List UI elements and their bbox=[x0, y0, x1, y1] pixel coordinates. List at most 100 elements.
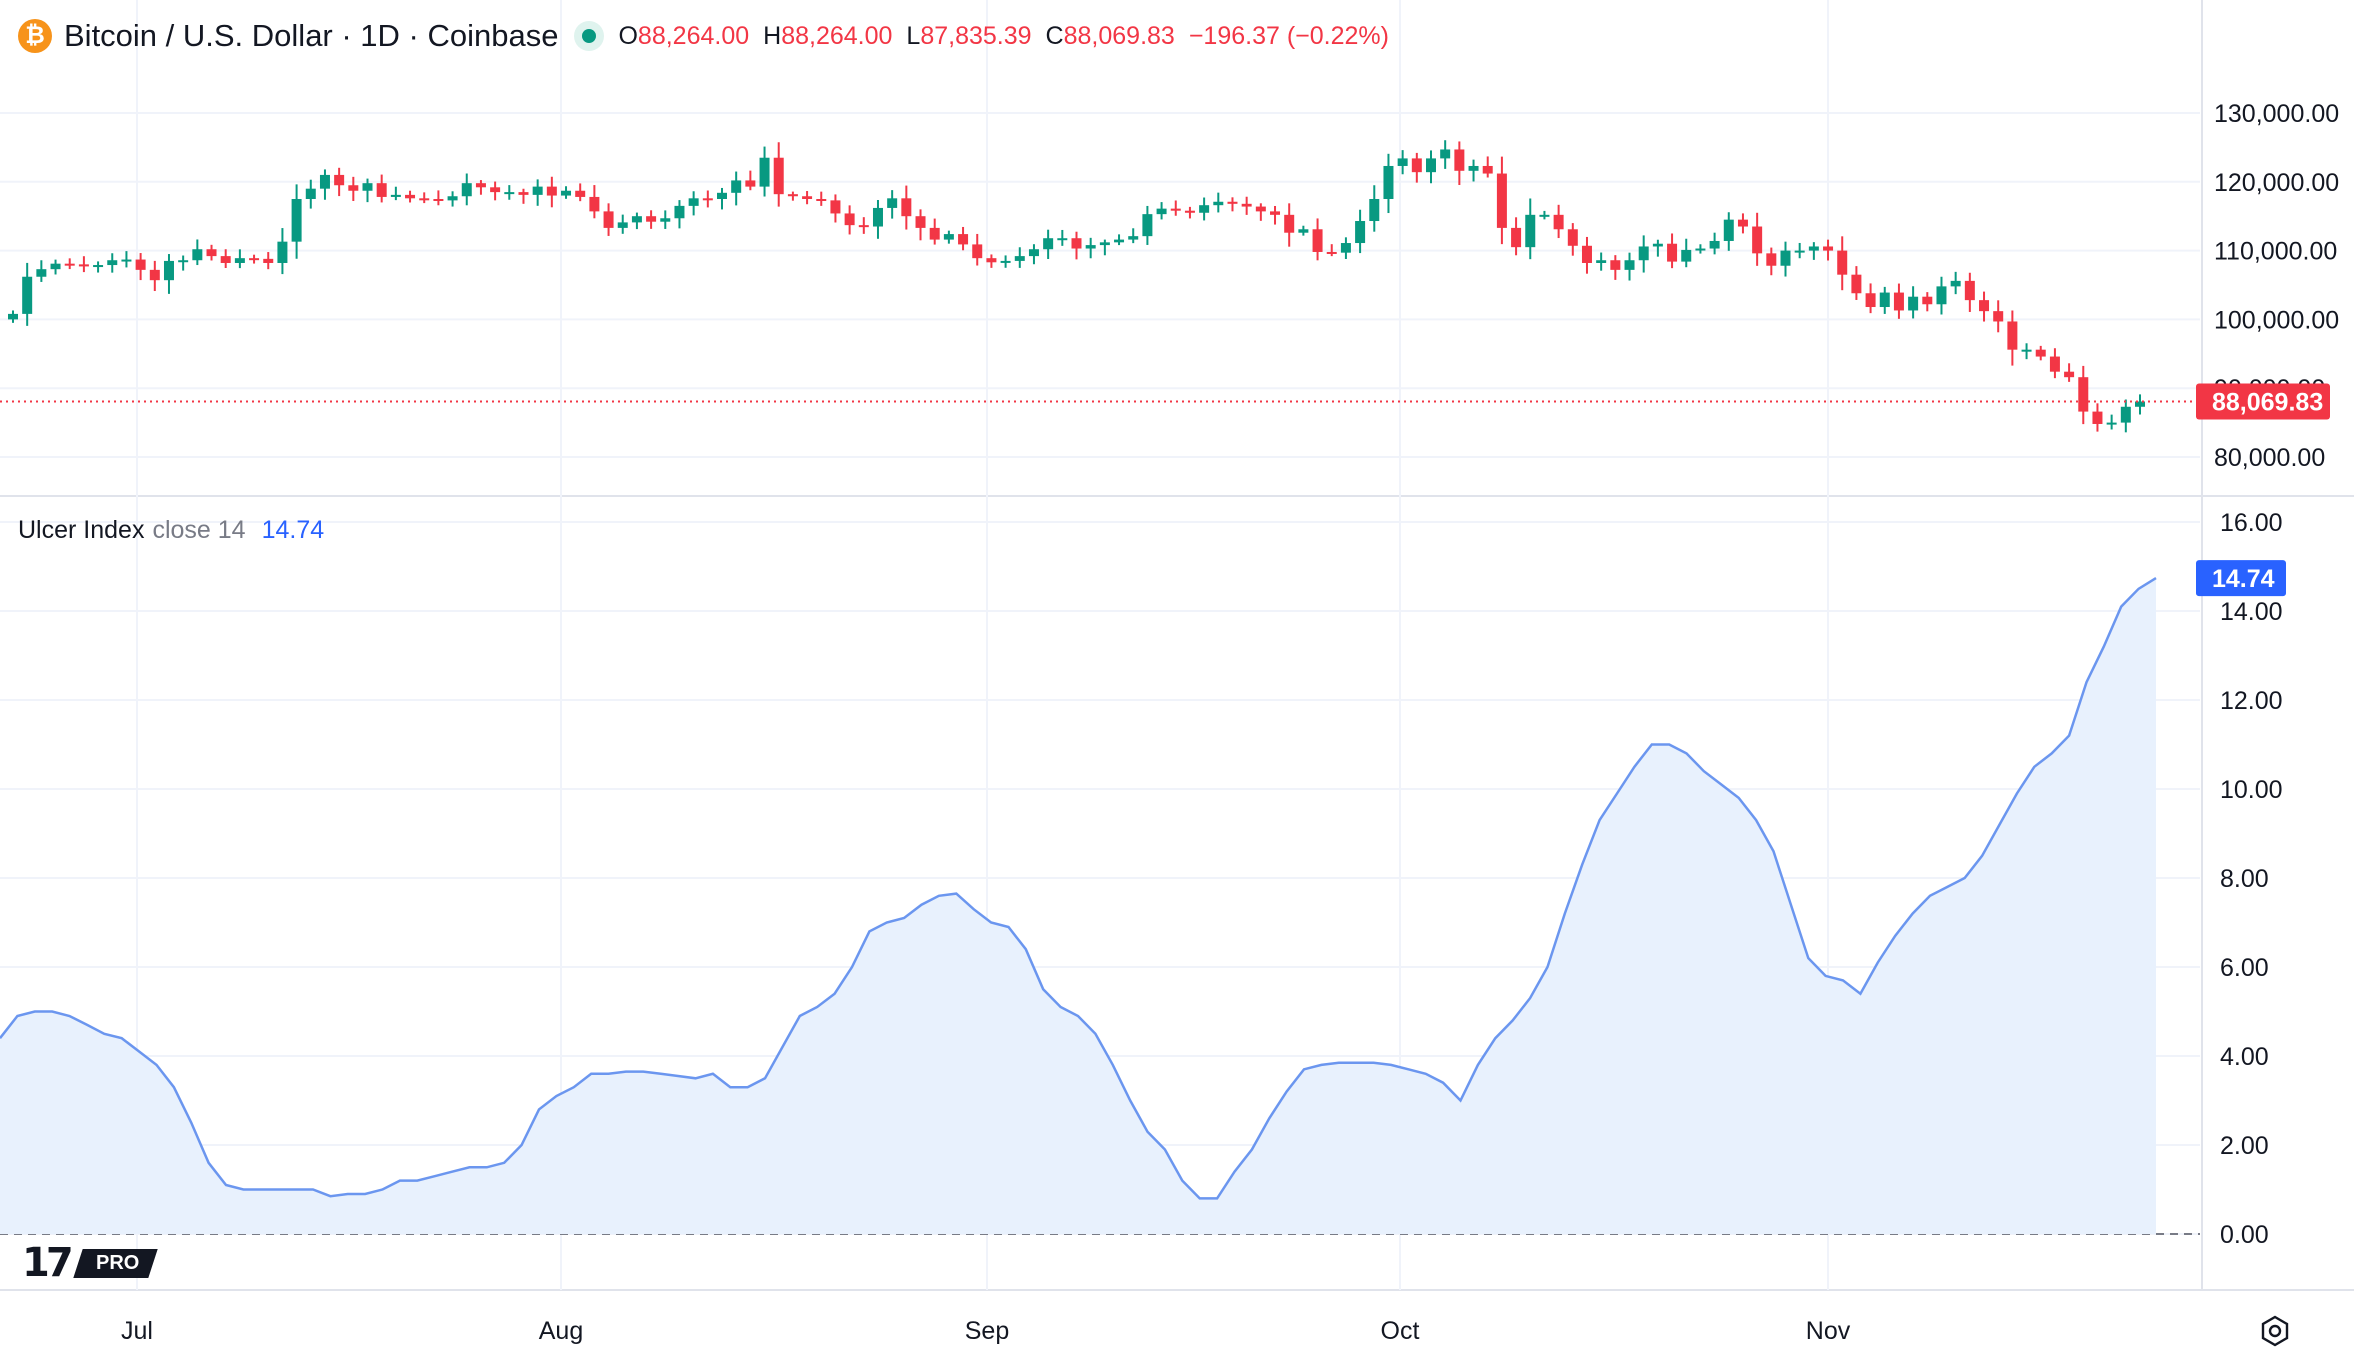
candle-body bbox=[943, 234, 954, 240]
time-axis-tick: Aug bbox=[539, 1317, 583, 1345]
pro-badge: PRO bbox=[72, 1248, 158, 1278]
tradingview-logo[interactable]: 17 PRO bbox=[22, 1240, 158, 1286]
last-price-badge bbox=[2196, 383, 2330, 420]
candle-body bbox=[319, 174, 330, 189]
high-label: H bbox=[763, 21, 782, 50]
candle-body bbox=[1369, 199, 1380, 222]
candle-body bbox=[234, 258, 245, 263]
candle-body bbox=[2007, 321, 2018, 350]
candle-body bbox=[2021, 349, 2032, 352]
candle-body bbox=[646, 216, 657, 222]
candle-body bbox=[1993, 311, 2004, 322]
candle-body bbox=[1397, 158, 1408, 166]
candle-body bbox=[1043, 238, 1054, 250]
symbol-title[interactable]: Bitcoin / U.S. Dollar · 1D · Coinbase bbox=[64, 18, 559, 53]
indicator-name[interactable]: Ulcer Index bbox=[18, 515, 145, 544]
indicator-axis-tick: 6.00 bbox=[2220, 954, 2269, 982]
candle-body bbox=[731, 180, 742, 193]
candle-body bbox=[1482, 165, 1493, 174]
candle-body bbox=[263, 258, 274, 263]
candle-body bbox=[192, 249, 203, 261]
candle-body bbox=[447, 196, 458, 201]
candle-body bbox=[433, 199, 444, 201]
candle-body bbox=[1525, 214, 1536, 248]
candle-body bbox=[8, 313, 18, 320]
candle-body bbox=[929, 227, 940, 240]
candle-body bbox=[773, 157, 784, 195]
indicator-axis-tick: 10.00 bbox=[2220, 776, 2283, 804]
candle-body bbox=[1227, 201, 1238, 204]
market-status-icon[interactable] bbox=[574, 21, 605, 51]
candle-body bbox=[1893, 292, 1904, 311]
candle-body bbox=[1581, 245, 1592, 263]
candle-body bbox=[858, 225, 869, 228]
candle-body bbox=[1539, 214, 1550, 217]
candlestick-series bbox=[8, 140, 2145, 433]
candle-body bbox=[64, 263, 75, 266]
candle-body bbox=[2106, 422, 2117, 425]
candle-body bbox=[1553, 214, 1564, 230]
candle-body bbox=[660, 218, 671, 222]
candle-body bbox=[1355, 221, 1366, 244]
candle-body bbox=[1737, 219, 1748, 227]
candle-body bbox=[1241, 203, 1252, 207]
candle-body bbox=[745, 180, 756, 187]
candle-body bbox=[915, 216, 926, 228]
candle-body bbox=[1085, 245, 1096, 249]
candle-body bbox=[135, 259, 146, 270]
candle-body bbox=[986, 258, 997, 263]
candle-body bbox=[816, 199, 827, 201]
candle-body bbox=[22, 276, 33, 314]
open-label: O bbox=[618, 21, 638, 50]
candle-body bbox=[1667, 243, 1678, 262]
ulcer-area-fill bbox=[0, 578, 2156, 1234]
candle-body bbox=[121, 259, 132, 262]
candle-body bbox=[1440, 149, 1451, 159]
candle-body bbox=[1752, 226, 1763, 254]
time-axis-tick: Nov bbox=[1806, 1317, 1851, 1345]
candle-body bbox=[490, 187, 501, 193]
candle-body bbox=[688, 198, 699, 206]
candle-body bbox=[1142, 214, 1153, 237]
price-axis-tick: 100,000.00 bbox=[2214, 306, 2339, 334]
candle-body bbox=[1638, 246, 1649, 261]
candle-body bbox=[1454, 149, 1465, 171]
time-axis-tick: Jul bbox=[121, 1317, 153, 1345]
candle-body bbox=[1312, 229, 1323, 252]
indicator-legend[interactable]: Ulcer Index close 14 14.74 bbox=[18, 512, 324, 548]
settings-icon[interactable] bbox=[2258, 1314, 2292, 1348]
candle-body bbox=[1114, 239, 1125, 243]
candle-body bbox=[702, 198, 713, 201]
candle-body bbox=[163, 260, 174, 281]
candle-body bbox=[376, 183, 387, 197]
symbol-legend: ₿ Bitcoin / U.S. Dollar · 1D · Coinbase … bbox=[18, 14, 1403, 58]
candle-body bbox=[518, 192, 529, 195]
price-axis-tick: 120,000.00 bbox=[2214, 169, 2339, 197]
ulcer-line bbox=[0, 577, 2157, 1200]
candle-body bbox=[1681, 249, 1692, 262]
candle-body bbox=[277, 241, 288, 263]
candle-body bbox=[2064, 371, 2075, 378]
candle-body bbox=[1709, 240, 1720, 249]
low-label: L bbox=[906, 21, 921, 50]
candle-body bbox=[561, 190, 572, 196]
candle-body bbox=[78, 264, 89, 267]
last-price-label: 88,069.83 bbox=[2212, 388, 2323, 416]
candle-body bbox=[589, 196, 600, 212]
tradingview-logo-icon: 17 bbox=[22, 1240, 74, 1286]
candle-body bbox=[334, 174, 345, 186]
indicator-params: close 14 bbox=[152, 515, 246, 544]
candle-body bbox=[1099, 242, 1110, 246]
candle-body bbox=[1908, 296, 1919, 311]
candle-body bbox=[2092, 411, 2103, 424]
candle-body bbox=[1128, 236, 1139, 240]
low-value: 87,835.39 bbox=[920, 21, 1032, 50]
indicator-value: 14.74 bbox=[261, 515, 325, 544]
candle-body bbox=[50, 263, 61, 270]
candle-body bbox=[475, 183, 486, 188]
candle-body bbox=[802, 196, 813, 199]
candle-body bbox=[220, 256, 231, 263]
candle-body bbox=[1213, 201, 1224, 206]
